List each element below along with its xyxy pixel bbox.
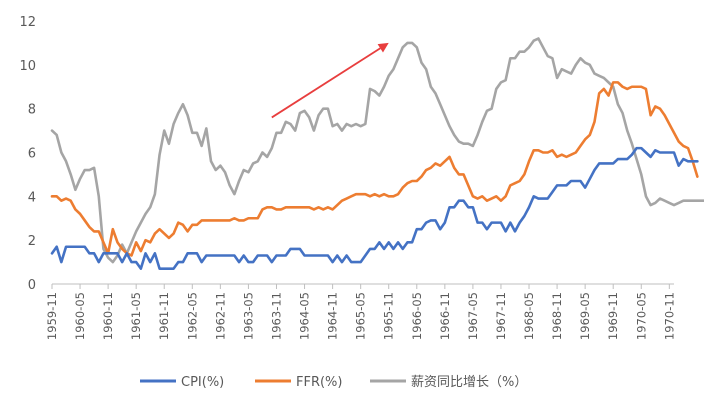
series-line-0: [50, 146, 699, 270]
series-line-1: [50, 81, 699, 257]
x-tick-label: 1961-05: [129, 292, 143, 340]
x-tick-label: 1962-05: [185, 292, 199, 340]
y-tick-label: 2: [28, 234, 36, 249]
y-tick-label: 12: [19, 15, 36, 30]
x-tick-label: 1960-11: [101, 292, 115, 340]
x-tick-label: 1966-05: [410, 292, 424, 340]
x-tick-label: 1960-05: [73, 292, 87, 340]
legend-label-2: 薪资同比增长（%）: [411, 375, 527, 390]
x-tick-label: 1965-11: [382, 292, 396, 340]
x-tick-label: 1963-11: [269, 292, 283, 340]
y-tick-label: 0: [28, 278, 36, 293]
x-tick-label: 1963-05: [241, 292, 255, 340]
x-axis-ticks: [51, 284, 670, 289]
x-tick-label: 1970-05: [634, 292, 648, 340]
legend-label-1: FFR(%): [296, 375, 342, 390]
x-tick-label: 1967-05: [466, 292, 480, 340]
x-tick-label: 1959-11: [45, 292, 59, 340]
x-tick-label: 1969-11: [606, 292, 620, 340]
x-tick-label: 1968-05: [522, 292, 536, 340]
x-tick-label: 1969-05: [578, 292, 592, 340]
y-tick-label: 6: [28, 147, 36, 162]
y-tick-label: 10: [19, 59, 36, 74]
x-tick-label: 1964-05: [298, 292, 312, 340]
y-tick-label: 8: [28, 103, 36, 118]
x-tick-label: 1967-11: [494, 292, 508, 340]
trend-arrow-head: [377, 42, 389, 53]
series-layer: [50, 37, 704, 270]
x-tick-label: 1968-11: [550, 292, 564, 340]
legend: CPI(%) FFR(%) 薪资同比增长（%）: [140, 375, 527, 390]
y-axis-tick-labels: 0 2 4 6 8 10 12: [19, 15, 36, 293]
series-line-2: [50, 37, 704, 264]
y-tick-label: 4: [28, 190, 36, 205]
x-tick-label: 1965-05: [354, 292, 368, 340]
legend-label-0: CPI(%): [181, 375, 224, 390]
trend-arrow-shaft: [271, 47, 381, 119]
annotation-layer: [271, 42, 389, 119]
x-tick-label: 1970-11: [662, 292, 676, 340]
x-tick-label: 1966-11: [438, 292, 452, 340]
x-tick-label: 1962-11: [213, 292, 227, 340]
x-axis-tick-labels: 1959-11 1960-05 1960-11 1961-05 1961-11 1962-…: [45, 292, 676, 340]
x-tick-label: 1961-11: [157, 292, 171, 340]
x-tick-label: 1964-11: [326, 292, 340, 340]
